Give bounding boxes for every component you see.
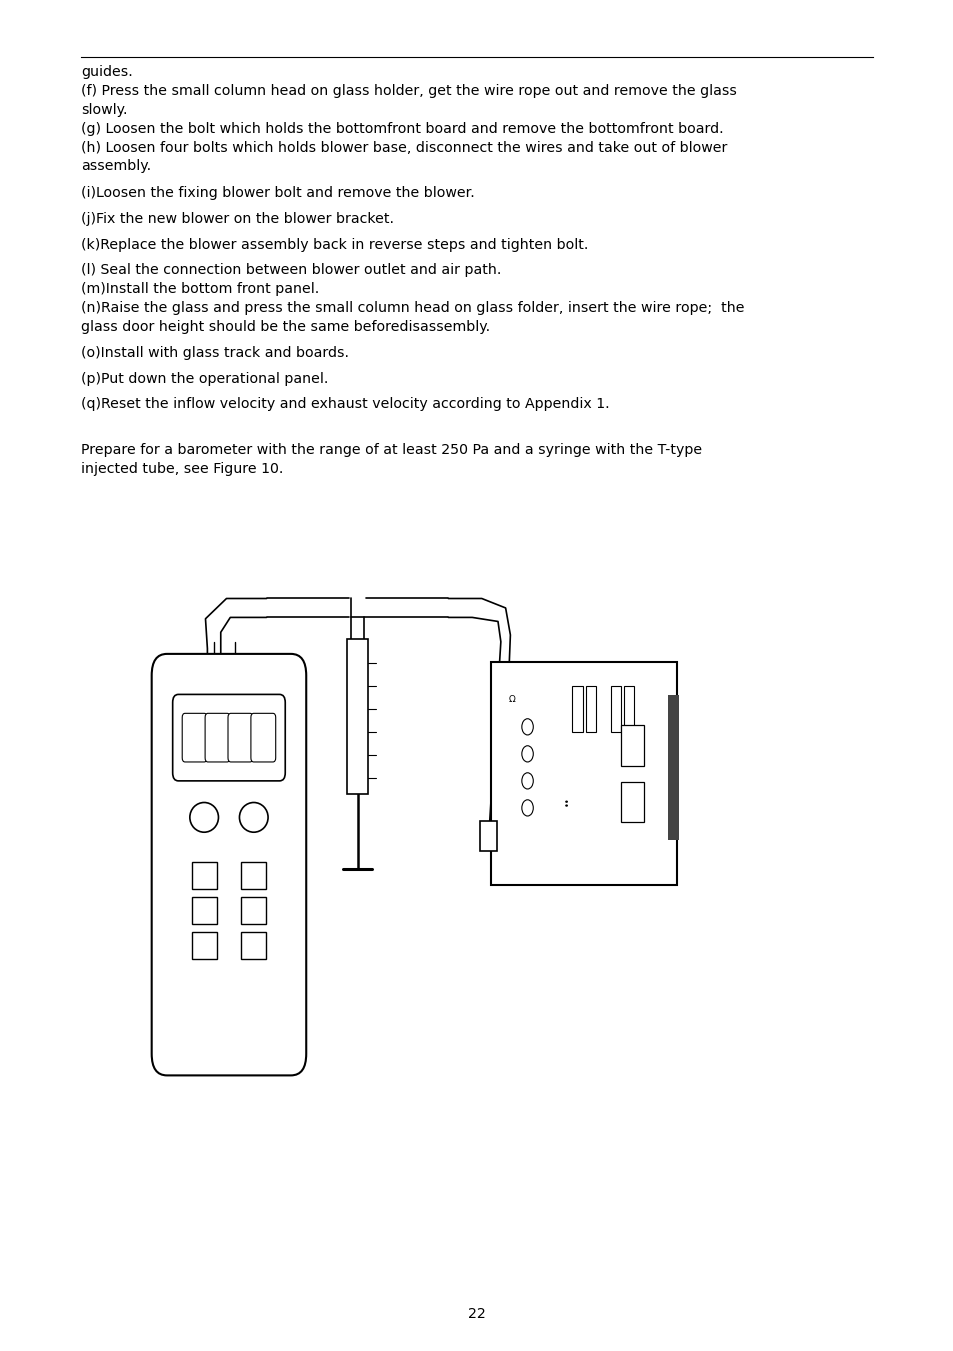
- FancyBboxPatch shape: [251, 713, 275, 762]
- Circle shape: [521, 773, 533, 789]
- Text: (n)Raise the glass and press the small column head on glass folder, insert the w: (n)Raise the glass and press the small c…: [81, 301, 743, 315]
- Text: (i)Loosen the fixing blower bolt and remove the blower.: (i)Loosen the fixing blower bolt and rem…: [81, 186, 475, 200]
- Text: ••: ••: [562, 796, 571, 807]
- Text: (g) Loosen the bolt which holds the bottomfront board and remove the bottomfront: (g) Loosen the bolt which holds the bott…: [81, 122, 723, 135]
- Text: Prepare for a barometer with the range of at least 250 Pa and a syringe with the: Prepare for a barometer with the range o…: [81, 443, 701, 457]
- Bar: [192, 862, 216, 889]
- Bar: [623, 686, 634, 732]
- Text: guides.: guides.: [81, 65, 132, 78]
- FancyBboxPatch shape: [182, 713, 207, 762]
- Text: (o)Install with glass track and boards.: (o)Install with glass track and boards.: [81, 346, 349, 359]
- Text: (p)Put down the operational panel.: (p)Put down the operational panel.: [81, 372, 328, 385]
- Text: glass door height should be the same beforedisassembly.: glass door height should be the same bef…: [81, 320, 490, 334]
- Text: (l) Seal the connection between blower outlet and air path.: (l) Seal the connection between blower o…: [81, 263, 501, 277]
- Bar: [192, 932, 216, 959]
- Bar: [241, 862, 266, 889]
- Text: Ω: Ω: [508, 696, 515, 704]
- Bar: [479, 821, 497, 851]
- Bar: [347, 639, 368, 794]
- Circle shape: [521, 800, 533, 816]
- Text: 22: 22: [468, 1308, 485, 1321]
- Text: (q)Reset the inflow velocity and exhaust velocity according to Appendix 1.: (q)Reset the inflow velocity and exhaust…: [81, 397, 609, 411]
- Bar: [241, 897, 266, 924]
- FancyBboxPatch shape: [228, 713, 253, 762]
- Circle shape: [521, 719, 533, 735]
- Bar: [585, 686, 596, 732]
- Text: (f) Press the small column head on glass holder, get the wire rope out and remov: (f) Press the small column head on glass…: [81, 84, 737, 97]
- FancyBboxPatch shape: [205, 713, 230, 762]
- Text: slowly.: slowly.: [81, 103, 128, 116]
- Text: (k)Replace the blower assembly back in reverse steps and tighten bolt.: (k)Replace the blower assembly back in r…: [81, 238, 588, 251]
- FancyBboxPatch shape: [152, 654, 306, 1075]
- Ellipse shape: [239, 802, 268, 832]
- Text: (h) Loosen four bolts which holds blower base, disconnect the wires and take out: (h) Loosen four bolts which holds blower…: [81, 141, 727, 154]
- FancyBboxPatch shape: [172, 694, 285, 781]
- Bar: [620, 725, 643, 766]
- Bar: [610, 686, 620, 732]
- Bar: [667, 696, 679, 840]
- Bar: [491, 662, 677, 885]
- Text: (m)Install the bottom front panel.: (m)Install the bottom front panel.: [81, 282, 319, 296]
- Circle shape: [521, 746, 533, 762]
- Text: (j)Fix the new blower on the blower bracket.: (j)Fix the new blower on the blower brac…: [81, 212, 394, 226]
- Bar: [241, 932, 266, 959]
- Ellipse shape: [190, 802, 218, 832]
- Text: injected tube, see Figure 10.: injected tube, see Figure 10.: [81, 462, 283, 476]
- Bar: [192, 897, 216, 924]
- Bar: [620, 782, 643, 823]
- Bar: [572, 686, 582, 732]
- Text: assembly.: assembly.: [81, 159, 152, 173]
